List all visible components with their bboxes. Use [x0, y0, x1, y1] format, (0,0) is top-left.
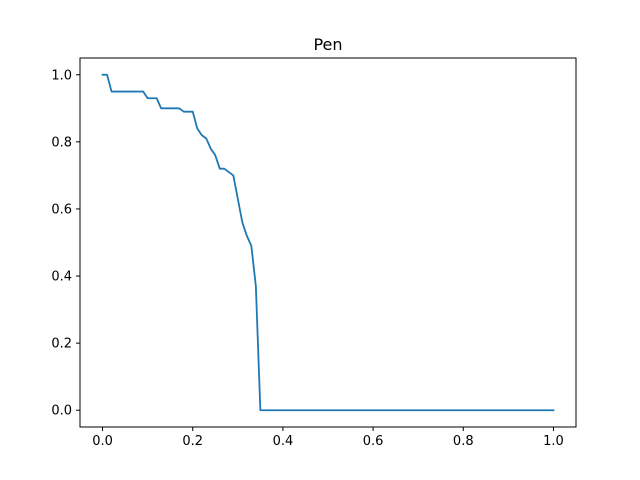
- axes-frame: [79, 57, 577, 428]
- y-tick-label: 0.0: [51, 404, 72, 419]
- x-tick-label: 0.8: [453, 434, 474, 449]
- y-tick-label: 0.4: [51, 270, 72, 285]
- x-tick-label: 0.2: [182, 434, 203, 449]
- x-tick-label: 0.0: [92, 434, 113, 449]
- axes-layer: 0.0 0.2 0.4 0.6 0.8 1.0 0.0 0.2 0.4 0.6 0.8 1.0: [51, 57, 577, 449]
- series-line: [101, 73, 555, 412]
- y-tick-label: 0.2: [51, 337, 72, 352]
- x-tick-label: 0.4: [273, 434, 294, 449]
- y-tick-label: 0.6: [51, 202, 72, 217]
- series-layer: [101, 73, 555, 412]
- x-tick-label: 0.6: [363, 434, 384, 449]
- y-tick-label: 1.0: [51, 68, 72, 83]
- chart-title: Pen: [313, 35, 342, 54]
- y-tick-label: 0.8: [51, 135, 72, 150]
- x-tick-label: 1.0: [543, 434, 564, 449]
